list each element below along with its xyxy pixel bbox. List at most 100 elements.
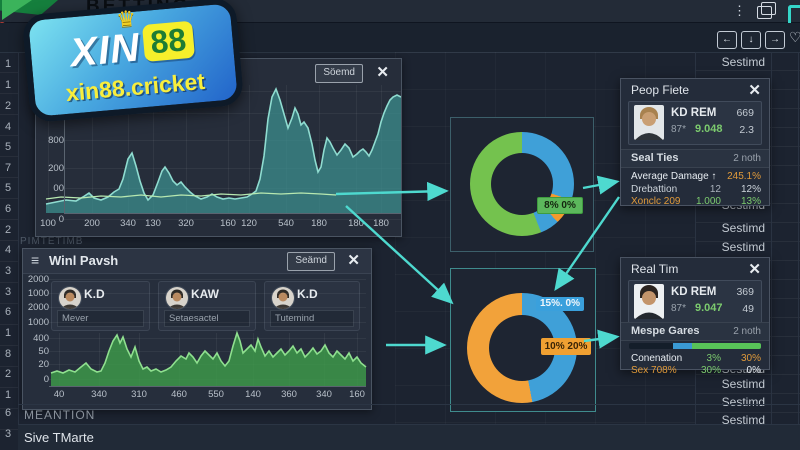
player-name: KAW — [191, 287, 219, 301]
stat-mid-value: 12 — [709, 183, 721, 195]
row-label: Sive TMarte — [24, 430, 94, 445]
x-axis-tick: 130 — [145, 218, 161, 229]
progress-bar-segment — [629, 343, 673, 349]
close-icon[interactable]: ✕ — [748, 82, 761, 99]
y-axis-tick: 0 — [43, 374, 49, 385]
kebab-menu-icon[interactable]: ⋮ — [733, 3, 746, 18]
stat-row: Xonclc 209 1.000 13% — [621, 196, 769, 208]
section-label: Mespe Gares — [631, 325, 700, 337]
player-value: 669 — [736, 107, 754, 119]
player-ratio: 49 — [742, 303, 754, 315]
row-number: 1 — [4, 327, 12, 339]
x-axis-tick: 460 — [171, 389, 187, 400]
panel-sort-button[interactable]: Seämd — [287, 252, 335, 271]
x-axis-tick: 540 — [278, 218, 294, 229]
row-number: 3 — [4, 286, 12, 298]
panel-sort-button[interactable]: Söemd — [315, 64, 363, 83]
player-rank: 87* — [671, 124, 687, 135]
player-sub-label: Setaesactel — [164, 310, 250, 327]
stat-mid-value: 30% — [700, 364, 721, 376]
y-axis-tick: 2000 — [27, 274, 49, 285]
player-name: K.D — [84, 287, 105, 301]
stat-label: Drebattion — [631, 183, 678, 195]
faint-background-text: PIMTETIMB — [20, 236, 84, 247]
toolbar-arrow-button-2[interactable]: → — [765, 31, 785, 49]
section-right: 2 noth — [733, 153, 761, 164]
player-sub-label: Mever — [57, 310, 144, 327]
stat-right-value: 13% — [740, 196, 761, 207]
stat-mid-value: 3% — [706, 353, 721, 364]
player-card[interactable]: KAW Setaesactel — [158, 281, 256, 331]
right-column-cell: Sestimd — [721, 221, 765, 235]
list-row-sive[interactable]: Sive TMarte — [18, 424, 800, 450]
player-name: K.D — [297, 287, 318, 301]
stat-row: Conenation 3% 30% — [621, 353, 769, 365]
section-header: Seal Ties 2 noth — [621, 149, 769, 168]
row-number: 2 — [4, 368, 12, 380]
area-chart — [45, 86, 401, 213]
avatar — [634, 105, 664, 140]
player-score: 9.048 — [695, 123, 723, 135]
right-column-cell: Sestimd — [721, 395, 765, 409]
player-ratio: 2.3 — [739, 124, 754, 136]
progress-bar-segment — [672, 343, 693, 349]
stat-mid-value: 1.000 — [695, 196, 721, 207]
row-number: 6 — [4, 203, 12, 215]
x-axis-tick: 180 — [311, 218, 327, 229]
row-number: 2 — [4, 224, 12, 236]
player-card[interactable]: K.D Mever — [51, 281, 150, 331]
player-name: KD REM — [671, 286, 717, 298]
player-name: KD REM — [671, 107, 717, 119]
heart-icon[interactable]: ♡ — [789, 29, 800, 45]
row-number: 6 — [4, 407, 12, 419]
row-number: 2 — [4, 100, 12, 112]
donut-chart-box-bottom: 15%. 0% 10% 20% — [450, 268, 596, 412]
x-axis-tick: 340 — [120, 218, 136, 229]
stats-panel-top: Peop Fiete ✕ KD REM 669 87* 9.048 2.3 Se… — [620, 78, 770, 208]
stats-panel-bottom: Real Tim ✕ KD REM 369 87* 9.047 49 Mespe… — [620, 257, 770, 376]
y-axis-tick: 2000 — [27, 302, 49, 313]
logo-number: 88 — [142, 20, 195, 62]
section-label: Seal Ties — [631, 152, 679, 164]
x-axis-tick: 140 — [245, 389, 261, 400]
panel-title: Peop Fiete — [631, 83, 690, 97]
copy-pages-icon[interactable] — [757, 2, 776, 19]
row-number: 5 — [4, 182, 12, 194]
y-axis-tick: 1000 — [27, 288, 49, 299]
toolbar-arrow-button-1[interactable]: ↓ — [741, 31, 761, 49]
stat-right-value: 30% — [740, 353, 761, 364]
player-rank: 87* — [671, 303, 687, 314]
stat-label: Conenation — [631, 353, 683, 364]
row-number: 4 — [4, 121, 12, 133]
player-card[interactable]: KD REM 369 87* 9.047 49 — [628, 280, 762, 324]
panel-title: Winl Pavsh — [49, 253, 119, 268]
logo-brand: XIN — [68, 25, 142, 76]
y-axis-tick: 1000 — [27, 317, 49, 328]
avatar — [634, 284, 664, 319]
row-number: 6 — [4, 306, 12, 318]
list-row-mention: MEANTION — [18, 404, 800, 425]
right-column-cell: Sestimd — [721, 240, 765, 254]
x-axis-tick: 100 — [40, 218, 56, 229]
panel-title: Real Tim — [631, 262, 679, 276]
y-axis-tick: 0 — [58, 214, 64, 225]
hamburger-menu-icon[interactable]: ≡ — [31, 252, 40, 268]
close-icon[interactable]: ✕ — [748, 261, 761, 278]
teal-bracket-icon — [788, 5, 800, 23]
right-column-cell: Sestimd — [721, 413, 765, 427]
close-icon[interactable]: ✕ — [376, 64, 389, 81]
panel-header: ≡ Winl Pavsh Seämd ✕ — [23, 249, 371, 274]
donut-badge-blue: 15%. 0% — [536, 297, 584, 311]
x-axis-tick: 320 — [178, 218, 194, 229]
donut-chart-box-top: 8% 0% — [450, 117, 594, 252]
stat-label: Average Damage ↑ — [631, 171, 717, 182]
stat-row: Sex 708% 30% 0% — [621, 365, 769, 377]
toolbar-arrow-button-0[interactable]: ← — [717, 31, 737, 49]
right-column-cell: Sestimd — [721, 55, 765, 69]
stat-row: Average Damage ↑ 245.1% — [621, 171, 769, 183]
x-axis-tick: 160 — [220, 218, 236, 229]
player-card[interactable]: KD REM 669 87* 9.048 2.3 — [628, 101, 762, 145]
left-row-number-column: 1 1 2 4 5 7 5 6 2 4 3 3 6 1 8 2 1 6 3 — [0, 52, 19, 450]
player-card[interactable]: K.D Tutemind — [264, 281, 360, 331]
avatar — [165, 286, 189, 310]
